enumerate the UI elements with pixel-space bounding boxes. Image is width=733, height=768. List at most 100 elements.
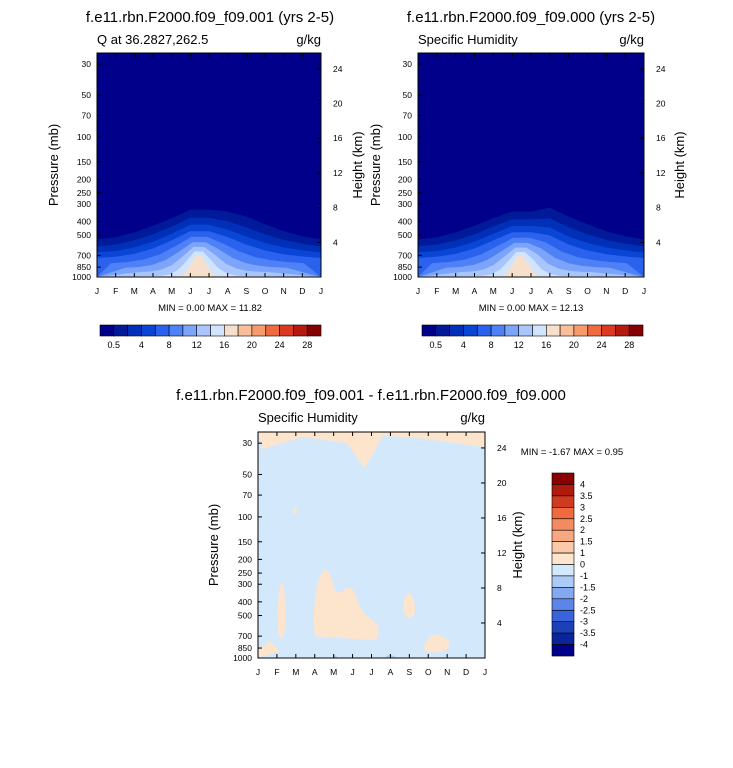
x-tick-label: A bbox=[388, 667, 394, 677]
colorbar-label: 20 bbox=[247, 340, 257, 350]
y2-tick-label: 20 bbox=[333, 99, 343, 109]
x-tick-label: N bbox=[603, 286, 609, 296]
colorbar-box bbox=[551, 518, 575, 531]
x-tick-label: A bbox=[547, 286, 553, 296]
panel1-title: f.e11.rbn.F2000.f09_f09.001 (yrs 2-5) bbox=[86, 9, 334, 26]
contour-band bbox=[418, 256, 644, 277]
colorbar-label: 24 bbox=[275, 340, 285, 350]
colorbar-label: 12 bbox=[192, 340, 202, 350]
colorbar-box bbox=[265, 324, 280, 337]
colorbar-box bbox=[155, 324, 170, 337]
x-tick-label: F bbox=[113, 286, 118, 296]
x-tick-label: J bbox=[483, 667, 487, 677]
x-tick-label: M bbox=[292, 667, 299, 677]
y-tick-label: 100 bbox=[238, 512, 252, 522]
y-tick-label: 700 bbox=[398, 250, 412, 260]
y-tick-label: 200 bbox=[238, 554, 252, 564]
positive-region bbox=[293, 506, 297, 514]
x-tick-label: O bbox=[584, 286, 591, 296]
colorbar-label: 1 bbox=[580, 548, 585, 558]
colorbar-label: 0.5 bbox=[430, 340, 443, 350]
positive-region bbox=[258, 432, 485, 469]
y2-tick-label: 4 bbox=[497, 618, 502, 628]
x-tick-label: M bbox=[452, 286, 459, 296]
y-tick-label: 100 bbox=[77, 132, 91, 142]
colorbar-box bbox=[168, 324, 184, 337]
colorbar-label: -2 bbox=[580, 594, 588, 604]
x-tick-label: S bbox=[566, 286, 572, 296]
panel2-right-label: g/kg bbox=[619, 32, 644, 47]
y-tick-label: 150 bbox=[238, 537, 252, 547]
y-tick-label: 50 bbox=[403, 90, 413, 100]
y2-tick-label: 4 bbox=[333, 237, 338, 247]
colorbar-box bbox=[551, 529, 575, 542]
colorbar-box bbox=[551, 495, 575, 508]
y-tick-label: 500 bbox=[398, 230, 412, 240]
y2-tick-label: 20 bbox=[656, 99, 666, 109]
contour-band bbox=[97, 251, 321, 277]
colorbar-box bbox=[587, 324, 602, 337]
x-tick-label: J bbox=[207, 286, 211, 296]
colorbar-box bbox=[551, 575, 575, 588]
y-tick-label: 300 bbox=[398, 199, 412, 209]
colorbar-label: 2 bbox=[580, 525, 585, 535]
colorbar-label: 4 bbox=[461, 340, 466, 350]
y-tick-label: 250 bbox=[398, 188, 412, 198]
colorbar-box bbox=[551, 484, 575, 497]
y-tick-label: 500 bbox=[77, 230, 91, 240]
y-tick-label: 850 bbox=[398, 262, 412, 272]
panel3-title: f.e11.rbn.F2000.f09_f09.001 - f.e11.rbn.… bbox=[176, 387, 566, 404]
x-tick-label: M bbox=[131, 286, 138, 296]
colorbar-label: 4 bbox=[139, 340, 144, 350]
colorbar-box bbox=[615, 324, 630, 337]
y-tick-label: 70 bbox=[82, 111, 92, 121]
colorbar-box bbox=[476, 324, 492, 337]
colorbar-label: 0.5 bbox=[108, 340, 121, 350]
y-tick-label: 850 bbox=[238, 643, 252, 653]
colorbar-box bbox=[573, 324, 589, 337]
colorbar-label: 4 bbox=[580, 479, 585, 489]
y2-tick-label: 12 bbox=[333, 168, 343, 178]
colorbar-label: 1.5 bbox=[580, 537, 593, 547]
colorbar-box bbox=[551, 541, 575, 554]
colorbar-box bbox=[293, 324, 308, 337]
colorbar-label: 8 bbox=[167, 340, 172, 350]
y-tick-label: 50 bbox=[82, 90, 92, 100]
x-tick-label: J bbox=[188, 286, 192, 296]
panel3-minmax: MIN = -1.67 MAX = 0.95 bbox=[521, 447, 623, 458]
y2-tick-label: 16 bbox=[497, 513, 507, 523]
colorbar-box bbox=[490, 324, 506, 337]
panel1-colorbar: 0.5 4 8 12 16 20 24 28 bbox=[99, 324, 322, 350]
positive-region bbox=[258, 641, 281, 658]
colorbar-box bbox=[127, 324, 142, 337]
colorbar-box bbox=[210, 324, 225, 337]
colorbar-label: -4 bbox=[580, 640, 588, 650]
colorbar-box bbox=[224, 324, 239, 337]
colorbar-box bbox=[237, 324, 253, 337]
y2-tick-label: 8 bbox=[656, 203, 661, 213]
y-tick-label: 300 bbox=[77, 199, 91, 209]
colorbar-box bbox=[196, 324, 211, 337]
panel3-right-label: g/kg bbox=[460, 410, 485, 425]
y-tick-label: 150 bbox=[77, 157, 91, 167]
colorbar-label: 3 bbox=[580, 502, 585, 512]
y2-tick-label: 12 bbox=[656, 168, 666, 178]
panel1-minmax: MIN = 0.00 MAX = 11.82 bbox=[158, 303, 262, 314]
panel1-y-label: Pressure (mb) bbox=[46, 124, 61, 206]
x-tick-label: M bbox=[490, 286, 497, 296]
panel3-colorbar: 4 3.53 2.52 1.51 0-1-1.5 -2-2.5 -3-3.5 -4 bbox=[551, 472, 596, 657]
x-tick-label: O bbox=[262, 286, 269, 296]
colorbar-label: 0 bbox=[580, 560, 585, 570]
colorbar-box bbox=[449, 324, 464, 337]
colorbar-box bbox=[551, 506, 575, 520]
colorbar-box bbox=[551, 632, 575, 645]
colorbar-label: 24 bbox=[597, 340, 607, 350]
panel1-y2-label: Height (km) bbox=[350, 131, 365, 198]
y-tick-label: 70 bbox=[243, 490, 253, 500]
positive-region bbox=[313, 570, 379, 641]
panel1-left-label: Q at 36.2827,262.5 bbox=[97, 32, 208, 47]
